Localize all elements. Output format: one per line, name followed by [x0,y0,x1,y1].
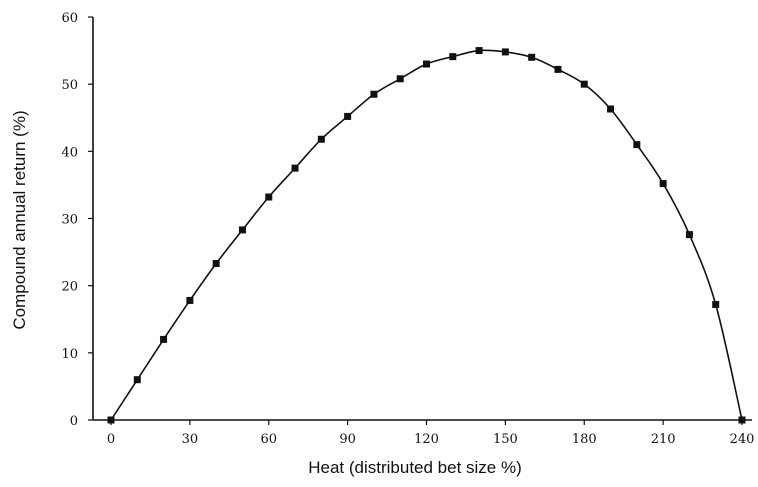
data-point-marker [370,91,377,98]
data-point-marker [134,376,141,383]
data-point-marker [108,417,115,424]
y-tick-label: 20 [61,280,78,295]
data-point-marker [502,48,509,55]
data-point-marker [239,226,246,233]
series-line [111,50,742,420]
data-point-marker [739,417,746,424]
data-point-marker [423,61,430,68]
x-tick-label: 60 [260,432,277,447]
data-point-marker [397,75,404,82]
x-tick-label: 210 [651,432,676,447]
data-point-marker [344,113,351,120]
data-point-marker [633,141,640,148]
x-tick-label: 240 [730,432,755,447]
x-axis-ticks: 0 30 60 90 120 150 180 210 240 [107,420,755,447]
data-point-marker [160,336,167,343]
y-tick-label: 40 [61,145,78,160]
x-tick-label: 180 [572,432,597,447]
data-point-marker [686,231,693,238]
x-tick-label: 30 [182,432,199,447]
data-point-marker [554,66,561,73]
x-axis-title: Heat (distributed bet size %) [308,458,522,477]
series-layer [108,47,746,423]
y-tick-label: 10 [61,347,78,362]
data-point-marker [712,301,719,308]
y-tick-label: 50 [61,78,78,93]
axes [93,17,752,420]
data-point-marker [213,260,220,267]
data-point-marker [476,47,483,54]
y-tick-label: 0 [70,414,78,429]
data-point-marker [581,81,588,88]
data-point-marker [528,54,535,61]
y-axis-title: Compound annual return (%) [10,110,29,329]
data-point-marker [265,194,272,201]
x-tick-label: 120 [414,432,439,447]
data-point-marker [186,297,193,304]
data-point-marker [660,180,667,187]
y-tick-label: 30 [61,213,78,228]
y-axis-ticks: 0 10 20 30 40 50 60 [61,11,93,429]
data-point-marker [292,165,299,172]
data-point-marker [449,53,456,60]
y-tick-label: 60 [61,11,78,26]
data-point-marker [607,106,614,113]
x-tick-label: 90 [339,432,356,447]
data-point-marker [318,136,325,143]
x-tick-label: 0 [107,432,115,447]
x-tick-label: 150 [493,432,518,447]
